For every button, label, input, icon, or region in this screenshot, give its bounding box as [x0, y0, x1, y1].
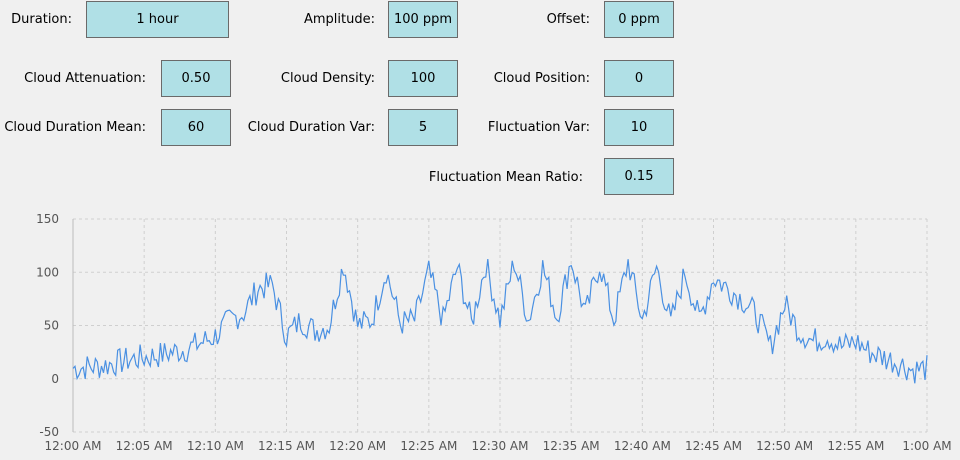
fluctuation-var-label: Fluctuation Var: — [487, 120, 590, 135]
y-tick-label: 150 — [36, 212, 59, 226]
series-line — [72, 259, 928, 384]
duration-label: Duration: — [11, 12, 72, 27]
cloud-attenuation-field[interactable]: 0.50 — [161, 60, 231, 97]
amplitude-label: Amplitude: — [304, 12, 375, 27]
fluctuation-mean-ratio-field[interactable]: 0.15 — [604, 158, 674, 195]
x-tick-label: 12:40 AM — [614, 439, 671, 453]
x-tick-label: 12:05 AM — [116, 439, 173, 453]
cloud-density-field[interactable]: 100 — [388, 60, 458, 97]
cloud-density-label: Cloud Density: — [280, 71, 375, 86]
cloud-duration-mean-label: Cloud Duration Mean: — [4, 120, 146, 135]
x-tick-label: 12:10 AM — [187, 439, 244, 453]
x-tick-label: 12:20 AM — [329, 439, 386, 453]
y-tick-label: -50 — [39, 425, 59, 439]
x-tick-label: 12:45 AM — [685, 439, 742, 453]
cloud-position-field[interactable]: 0 — [604, 60, 674, 97]
x-tick-label: 1:00 AM — [902, 439, 951, 453]
cloud-duration-var-field[interactable]: 5 — [388, 109, 458, 146]
fluctuation-mean-ratio-label: Fluctuation Mean Ratio: — [428, 170, 583, 185]
x-tick-label: 12:00 AM — [45, 439, 102, 453]
cloud-attenuation-label: Cloud Attenuation: — [24, 71, 146, 86]
x-axis: 12:00 AM 12:05 AM 12:10 AM 12:15 AM 12:20 AM… — [45, 439, 952, 453]
offset-field[interactable]: 0 ppm — [604, 1, 674, 38]
amplitude-field[interactable]: 100 ppm — [388, 1, 458, 38]
offset-label: Offset: — [546, 12, 590, 27]
x-tick-label: 12:25 AM — [400, 439, 457, 453]
y-tick-label: 50 — [44, 319, 59, 333]
x-tick-label: 12:50 AM — [756, 439, 813, 453]
y-tick-label: 0 — [51, 372, 59, 386]
duration-field[interactable]: 1 hour — [86, 1, 229, 38]
y-axis: 150 100 50 0 -50 — [36, 212, 59, 439]
x-tick-label: 12:15 AM — [258, 439, 315, 453]
x-tick-label: 12:55 AM — [827, 439, 884, 453]
cloud-duration-var-label: Cloud Duration Var: — [247, 120, 375, 135]
y-tick-label: 100 — [36, 265, 59, 279]
cloud-duration-mean-field[interactable]: 60 — [161, 109, 231, 146]
x-tick-label: 12:30 AM — [472, 439, 529, 453]
x-tick-label: 12:35 AM — [543, 439, 600, 453]
cloud-position-label: Cloud Position: — [493, 71, 590, 86]
fluctuation-var-field[interactable]: 10 — [604, 109, 674, 146]
